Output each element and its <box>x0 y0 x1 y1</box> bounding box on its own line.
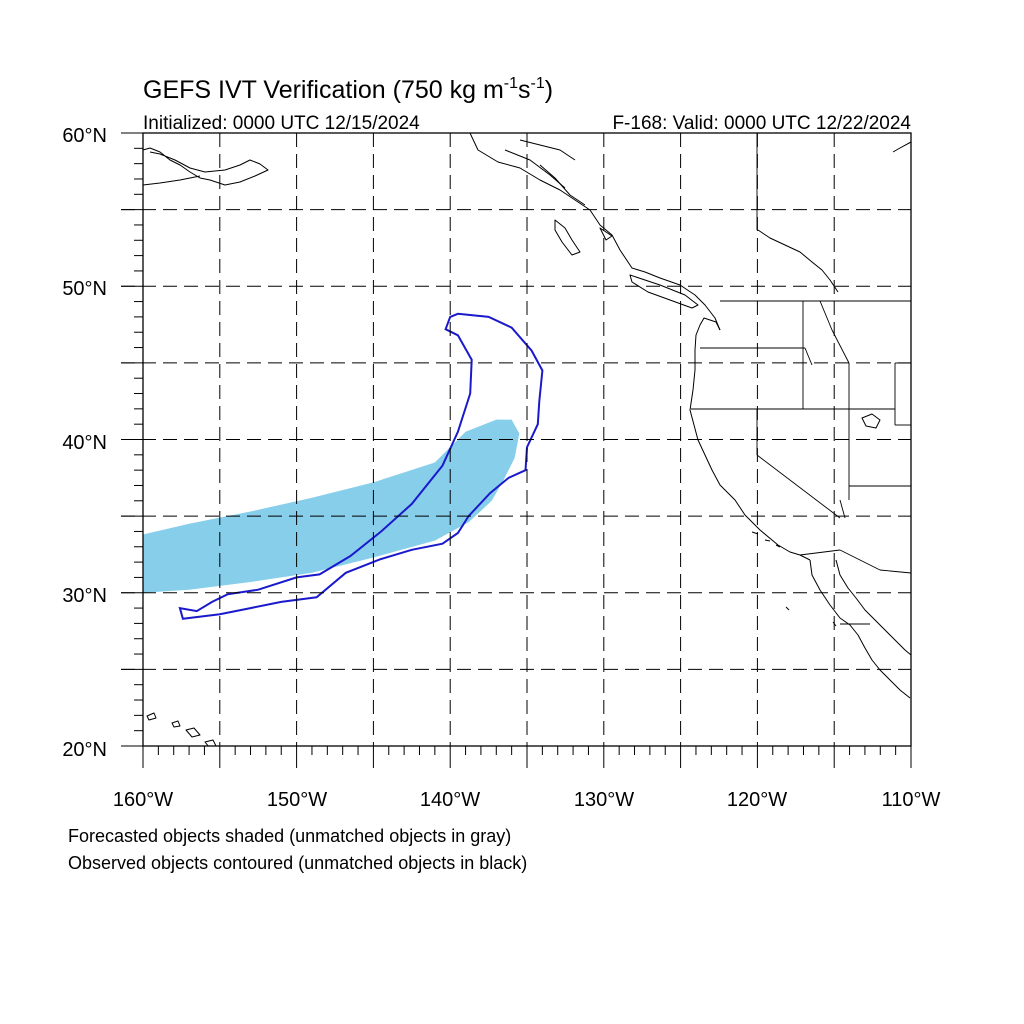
lon-label-130w: 130°W <box>574 789 634 811</box>
figure-title: GEFS IVT Verification (750 kg m-1s-1) <box>143 75 553 104</box>
observed-note: Observed objects contoured (unmatched ob… <box>68 853 527 873</box>
observed-ivt-contour <box>178 312 544 620</box>
lon-label-110w: 110°W <box>882 789 941 811</box>
coastlines <box>143 133 911 746</box>
lon-label-150w: 150°W <box>267 789 327 811</box>
lat-label-40n: 40°N <box>62 432 107 454</box>
forecast-note: Forecasted objects shaded (unmatched obj… <box>68 826 511 846</box>
longitude-labels: 160°W 150°W 140°W 130°W 120°W 110°W <box>113 789 941 811</box>
latitude-labels: 20°N 30°N 40°N 50°N 60°N <box>62 125 107 761</box>
lat-label-60n: 60°N <box>62 125 107 147</box>
lon-label-140w: 140°W <box>420 789 480 811</box>
lat-label-20n: 20°N <box>62 739 107 761</box>
init-time-label: Initialized: 0000 UTC 12/15/2024 <box>143 113 420 134</box>
lat-label-50n: 50°N <box>62 278 107 300</box>
lon-label-160w: 160°W <box>113 789 173 811</box>
lat-label-30n: 30°N <box>62 585 107 607</box>
map-area <box>143 133 911 746</box>
lon-label-120w: 120°W <box>727 789 787 811</box>
political-borders <box>691 133 911 625</box>
axis-ticks <box>121 132 912 768</box>
valid-time-label: F-168: Valid: 0000 UTC 12/22/2024 <box>612 113 911 134</box>
forecast-ivt-object <box>143 419 520 593</box>
map-gridlines <box>121 133 911 746</box>
